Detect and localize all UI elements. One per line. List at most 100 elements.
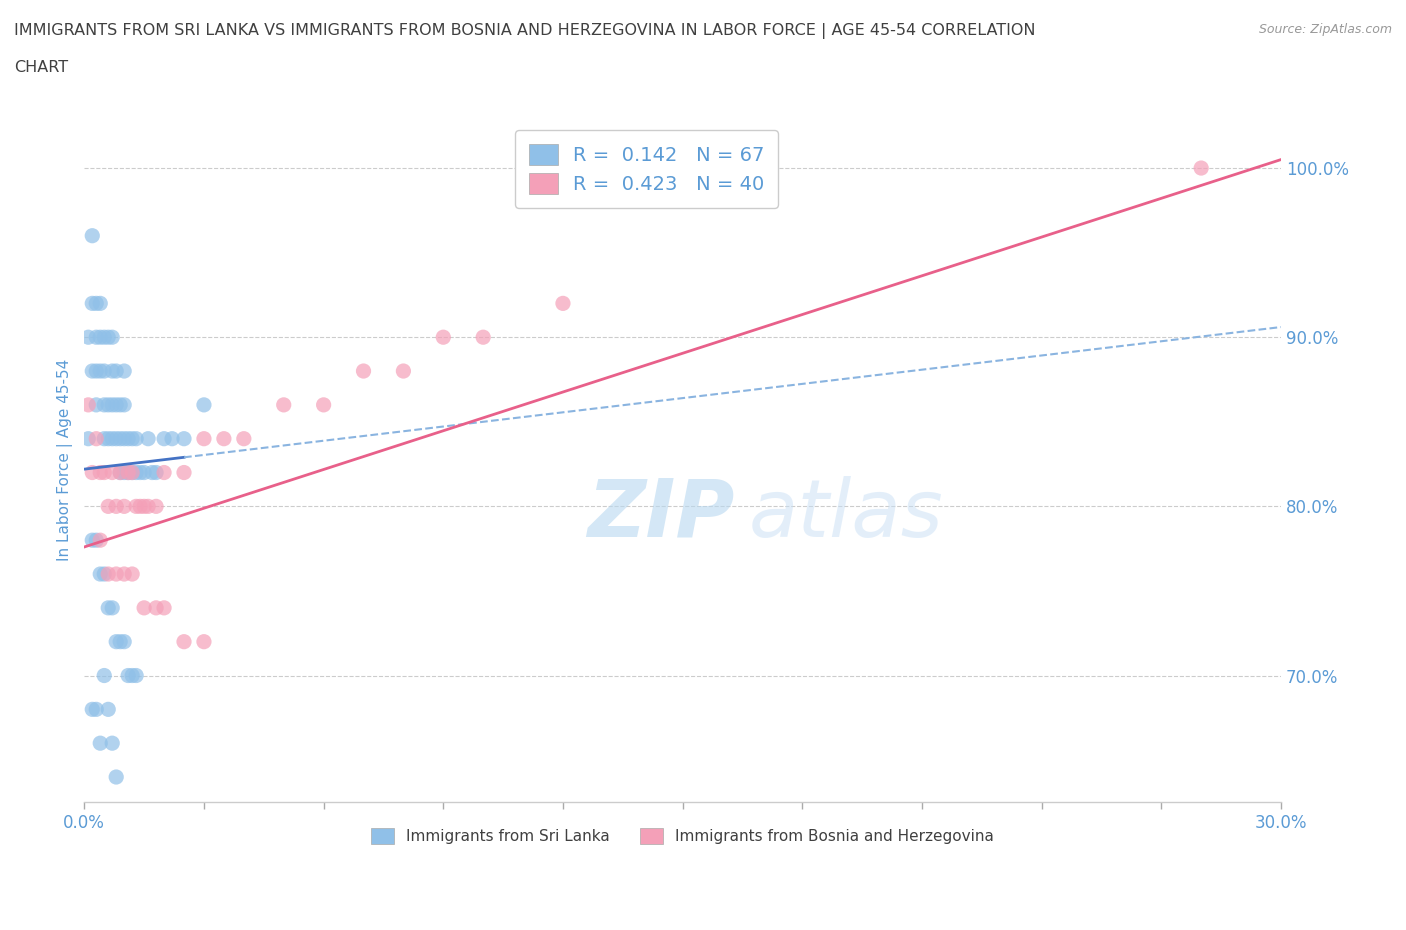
Point — [93, 364, 115, 379]
Point — [105, 770, 128, 785]
Point — [97, 397, 120, 412]
Text: Source: ZipAtlas.com: Source: ZipAtlas.com — [1258, 23, 1392, 36]
Point — [97, 601, 120, 616]
Point — [121, 566, 143, 581]
Point — [84, 296, 107, 311]
Point — [101, 736, 124, 751]
Point — [117, 668, 139, 683]
Point — [101, 330, 124, 345]
Point — [89, 364, 111, 379]
Point — [125, 432, 148, 446]
Point — [1189, 161, 1212, 176]
Point — [472, 330, 495, 345]
Point — [93, 566, 115, 581]
Point — [101, 465, 124, 480]
Point — [89, 296, 111, 311]
Point — [108, 634, 131, 649]
Point — [84, 330, 107, 345]
Point — [101, 364, 124, 379]
Point — [112, 465, 135, 480]
Point — [145, 498, 167, 513]
Text: IMMIGRANTS FROM SRI LANKA VS IMMIGRANTS FROM BOSNIA AND HERZEGOVINA IN LABOR FOR: IMMIGRANTS FROM SRI LANKA VS IMMIGRANTS … — [14, 23, 1036, 39]
Point — [93, 397, 115, 412]
Point — [105, 566, 128, 581]
Point — [101, 397, 124, 412]
Point — [129, 465, 152, 480]
Point — [82, 228, 104, 243]
Point — [97, 330, 120, 345]
Point — [77, 397, 100, 412]
Point — [125, 498, 148, 513]
Point — [77, 330, 100, 345]
Point — [312, 397, 335, 412]
Point — [105, 364, 128, 379]
Point — [93, 668, 115, 683]
Point — [77, 432, 100, 446]
Point — [153, 432, 176, 446]
Point — [101, 601, 124, 616]
Point — [105, 432, 128, 446]
Point — [121, 465, 143, 480]
Point — [82, 702, 104, 717]
Point — [153, 601, 176, 616]
Point — [84, 397, 107, 412]
Point — [108, 432, 131, 446]
Legend: Immigrants from Sri Lanka, Immigrants from Bosnia and Herzegovina: Immigrants from Sri Lanka, Immigrants fr… — [359, 816, 1007, 857]
Point — [89, 465, 111, 480]
Point — [145, 465, 167, 480]
Point — [121, 668, 143, 683]
Point — [173, 465, 195, 480]
Point — [125, 465, 148, 480]
Point — [432, 330, 454, 345]
Point — [134, 498, 156, 513]
Text: ZIP: ZIP — [586, 475, 734, 553]
Point — [273, 397, 295, 412]
Point — [551, 296, 574, 311]
Point — [136, 432, 159, 446]
Point — [105, 498, 128, 513]
Point — [89, 566, 111, 581]
Point — [105, 397, 128, 412]
Point — [117, 432, 139, 446]
Point — [93, 330, 115, 345]
Point — [82, 533, 104, 548]
Point — [82, 364, 104, 379]
Point — [108, 397, 131, 412]
Point — [212, 432, 235, 446]
Point — [97, 702, 120, 717]
Point — [89, 330, 111, 345]
Point — [97, 432, 120, 446]
Point — [160, 432, 183, 446]
Point — [82, 296, 104, 311]
Point — [117, 465, 139, 480]
Point — [89, 736, 111, 751]
Point — [84, 702, 107, 717]
Y-axis label: In Labor Force | Age 45-54: In Labor Force | Age 45-54 — [58, 359, 73, 561]
Point — [153, 465, 176, 480]
Point — [84, 432, 107, 446]
Point — [173, 432, 195, 446]
Point — [112, 566, 135, 581]
Point — [141, 465, 163, 480]
Point — [121, 432, 143, 446]
Point — [392, 364, 415, 379]
Point — [108, 465, 131, 480]
Point — [232, 432, 254, 446]
Point — [193, 432, 215, 446]
Point — [93, 465, 115, 480]
Point — [134, 465, 156, 480]
Point — [105, 634, 128, 649]
Point — [89, 533, 111, 548]
Point — [84, 364, 107, 379]
Point — [121, 465, 143, 480]
Point — [97, 566, 120, 581]
Point — [112, 364, 135, 379]
Point — [112, 634, 135, 649]
Point — [101, 432, 124, 446]
Point — [353, 364, 375, 379]
Point — [173, 634, 195, 649]
Text: CHART: CHART — [14, 60, 67, 75]
Point — [93, 432, 115, 446]
Point — [129, 498, 152, 513]
Point — [193, 634, 215, 649]
